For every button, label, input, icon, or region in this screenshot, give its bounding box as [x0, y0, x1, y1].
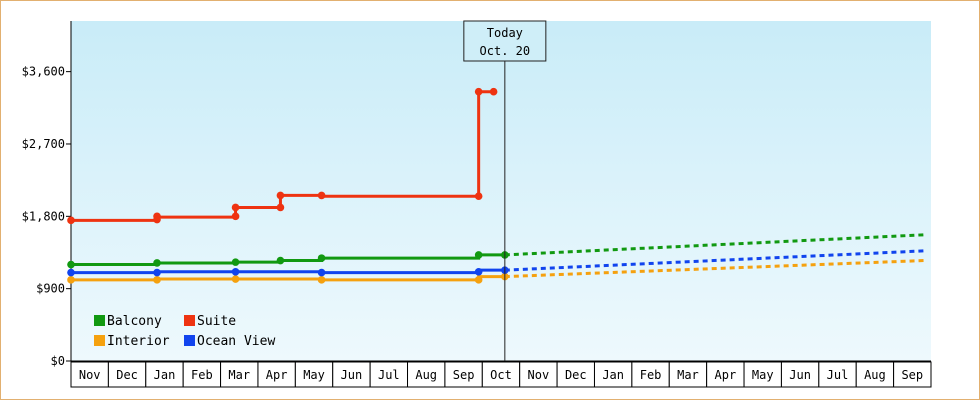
data-point — [67, 268, 75, 277]
series-ocean-view — [67, 249, 924, 277]
forecast-line — [504, 233, 924, 257]
today-marker: Today Oct. 20 — [463, 20, 547, 361]
month-label: Apr — [266, 368, 288, 382]
data-point — [276, 256, 285, 265]
data-point — [231, 275, 240, 283]
x-axis: Nov Dec Jan Feb Mar Apr May Jun Jul Aug Sep Oct Nov D… — [70, 360, 932, 388]
data-point — [276, 191, 285, 200]
month-cell — [893, 361, 932, 388]
data-point — [231, 258, 240, 266]
month-label: Jul — [378, 368, 400, 382]
today-date: Oct. 20 — [480, 44, 531, 58]
legend-swatch — [94, 315, 105, 326]
month-label: Sep — [901, 368, 923, 382]
data-point — [474, 276, 483, 284]
today-box — [463, 20, 547, 62]
month-label: May — [303, 368, 325, 382]
legend: Balcony Suite Interior Ocean View — [94, 314, 275, 349]
data-point — [231, 267, 240, 276]
data-point — [67, 216, 75, 225]
legend-swatch — [184, 315, 195, 326]
y-tick-label: $2,700 — [22, 137, 65, 151]
month-label: Mar — [228, 368, 250, 382]
month-label: Aug — [864, 368, 886, 382]
month-cell — [182, 361, 222, 388]
month-cell — [257, 361, 296, 388]
month-cell — [631, 361, 670, 388]
data-point — [317, 268, 326, 277]
month-cell — [107, 361, 147, 388]
month-label: Feb — [640, 368, 662, 382]
month-label: Feb — [191, 368, 213, 382]
month-cell — [369, 361, 409, 388]
legend-label: Interior — [107, 334, 170, 349]
y-tick-label: $1,800 — [22, 209, 65, 223]
month-label: Oct — [490, 368, 512, 382]
data-point — [474, 87, 483, 96]
data-point — [317, 276, 326, 284]
month-label: Jun — [789, 368, 811, 382]
month-label: Nov — [528, 368, 550, 382]
month-label: Jan — [602, 368, 624, 382]
data-point — [474, 267, 483, 276]
month-label: Nov — [79, 368, 101, 382]
y-axis: $0 $900 $1,800 $2,700 $3,600 — [22, 21, 72, 368]
legend-swatch — [184, 335, 195, 346]
month-cell — [556, 361, 595, 388]
month-label: Aug — [415, 368, 437, 382]
month-cell — [444, 361, 483, 388]
month-label: Mar — [677, 368, 699, 382]
legend-label: Balcony — [107, 314, 162, 329]
month-label: Sep — [453, 368, 475, 382]
data-point — [153, 276, 161, 284]
month-cell — [145, 361, 184, 388]
data-point — [153, 212, 161, 221]
data-point — [231, 212, 240, 221]
y-tick-label: $3,600 — [22, 65, 65, 79]
forecast-line — [504, 259, 924, 279]
month-label: Jul — [827, 368, 849, 382]
month-cell — [743, 361, 782, 388]
plot-area — [71, 21, 931, 361]
month-cell — [818, 361, 857, 388]
month-cell — [519, 361, 558, 388]
data-point — [317, 254, 326, 262]
month-cell — [855, 361, 895, 388]
month-label: Apr — [715, 368, 737, 382]
data-point — [474, 251, 483, 259]
month-cell — [780, 361, 820, 388]
legend-label: Suite — [197, 314, 236, 329]
today-label: Today — [487, 26, 523, 40]
data-point — [231, 203, 240, 212]
legend-swatch — [94, 335, 105, 346]
data-point — [153, 259, 161, 267]
month-label: Jan — [154, 368, 176, 382]
series-suite — [67, 87, 498, 225]
data-point — [276, 203, 285, 212]
legend-label: Ocean View — [197, 334, 275, 349]
series-balcony — [67, 233, 924, 269]
data-point — [317, 191, 326, 200]
data-point — [474, 192, 483, 201]
y-tick-label: $900 — [36, 282, 65, 296]
month-label: Jun — [341, 368, 363, 382]
month-cell — [668, 361, 708, 388]
month-label: May — [752, 368, 774, 382]
month-label: Dec — [116, 368, 138, 382]
data-point — [67, 276, 75, 284]
month-cell — [70, 361, 109, 388]
month-label: Dec — [565, 368, 587, 382]
forecast-line — [504, 249, 924, 272]
month-cell — [220, 361, 259, 388]
series-layer — [67, 87, 924, 284]
y-tick-label: $0 — [51, 354, 65, 368]
data-point — [153, 268, 161, 277]
series-interior — [67, 259, 924, 284]
data-point — [67, 260, 75, 269]
data-point — [489, 87, 498, 96]
